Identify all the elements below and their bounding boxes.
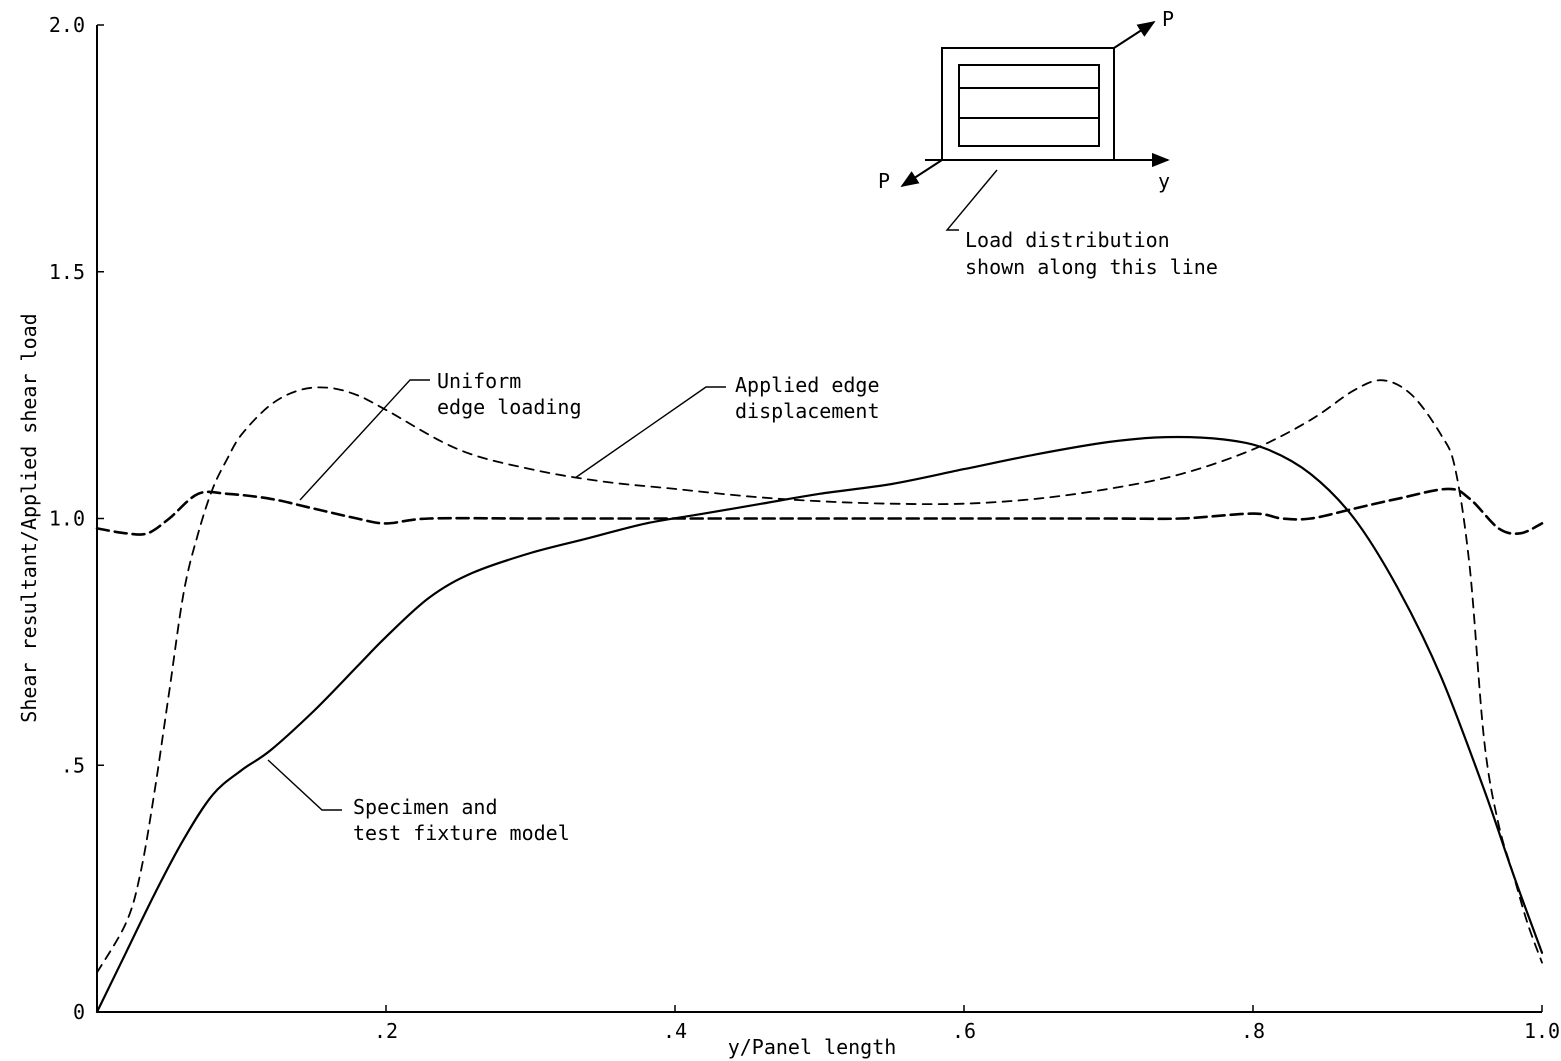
x-tick-label: .2 [374, 1019, 398, 1043]
series-uniform-edge-loading [95, 487, 1544, 536]
series-group [95, 379, 1544, 1014]
inset-caption-line2: shown along this line [965, 255, 1218, 279]
displacement-leader-line [574, 386, 726, 479]
specimen-leader-line [267, 759, 342, 811]
inset-schematic: P P y Load distribution shown along this… [878, 7, 1218, 279]
specimen-annotation-line2: test fixture model [353, 821, 570, 845]
x-axis-label: y/Panel length [728, 1035, 897, 1059]
inset-p-bottom-label: P [878, 169, 890, 193]
axis-ticks: .2 .4 .6 .8 1.0 0 .5 1.0 1.5 2.0 [49, 13, 1560, 1043]
y-axis-label: Shear resultant/Applied shear load [17, 313, 41, 722]
uniform-leader-line [299, 379, 430, 501]
uniform-annotation-line1: Uniform [437, 369, 521, 393]
y-tick-label: 1.5 [49, 260, 85, 284]
y-tick-label: 2.0 [49, 13, 85, 37]
inset-caption-line1: Load distribution [965, 228, 1170, 252]
displacement-annotation-line2: displacement [735, 399, 880, 423]
y-tick-label: .5 [61, 753, 85, 777]
annotation-leaders [267, 379, 726, 811]
y-tick-label: 1.0 [49, 507, 85, 531]
inset-load-arrow-bottom [900, 159, 943, 187]
specimen-annotation-line1: Specimen and [353, 795, 498, 819]
displacement-annotation-line1: Applied edge [735, 373, 880, 397]
inset-load-arrow-top [1113, 21, 1156, 49]
series-specimen-model [95, 435, 1544, 1014]
x-tick-label: 1.0 [1524, 1019, 1560, 1043]
uniform-annotation-line2: edge loading [437, 395, 582, 419]
x-tick-label: .6 [952, 1019, 976, 1043]
inset-line-leader [945, 169, 998, 231]
x-tick-label: .4 [663, 1019, 687, 1043]
x-tick-label: .8 [1241, 1019, 1265, 1043]
y-tick-label: 0 [73, 1000, 85, 1024]
inset-y-label: y [1158, 169, 1170, 193]
series-applied-edge-displacement [96, 379, 1543, 974]
inset-p-top-label: P [1162, 7, 1174, 31]
inset-inner-panel [958, 64, 1100, 147]
